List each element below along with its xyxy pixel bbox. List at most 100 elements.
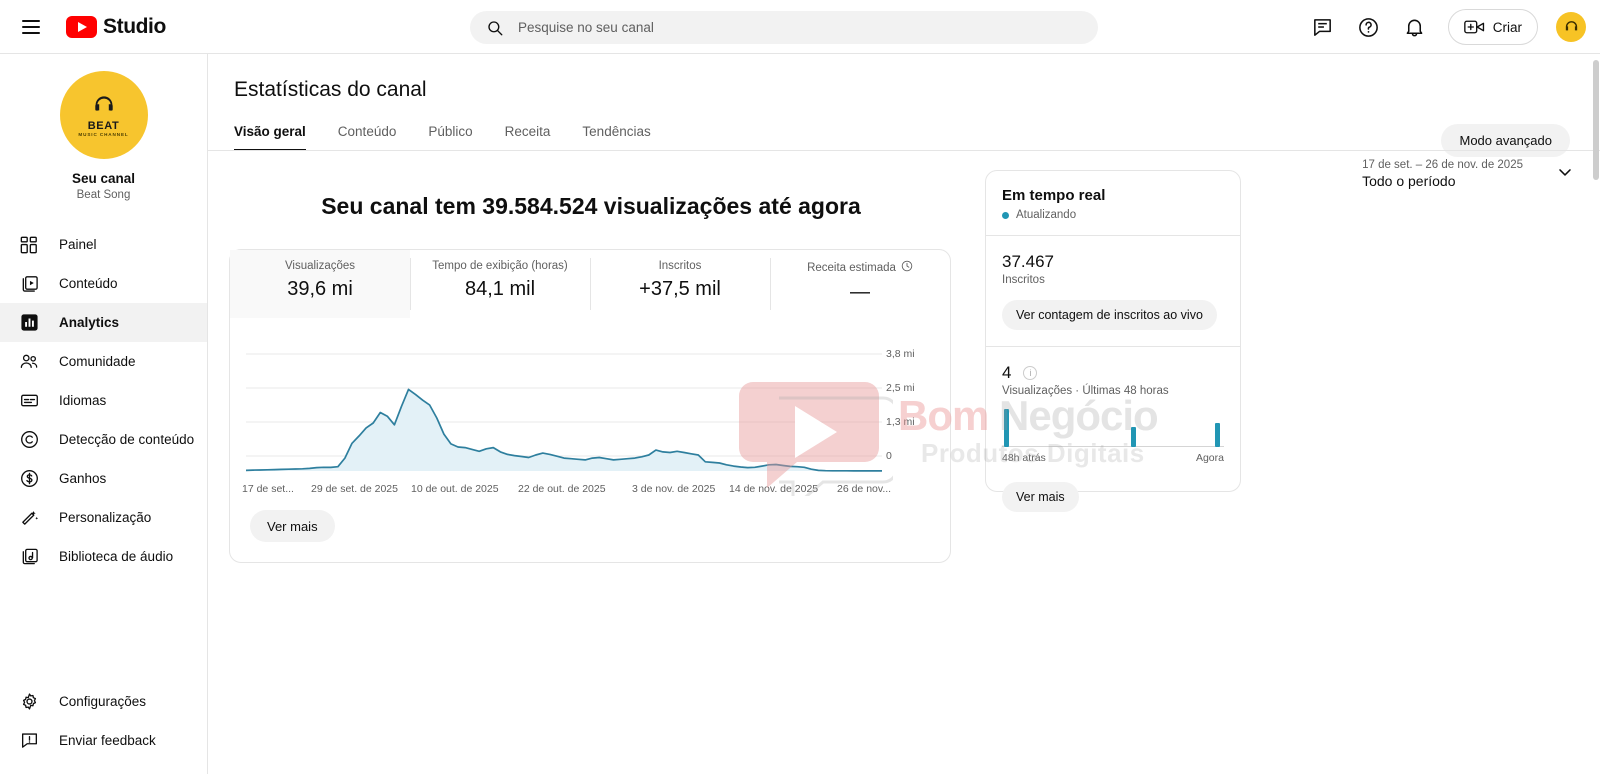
youtube-play-icon [66, 15, 97, 38]
divider [986, 346, 1240, 347]
sidebar-item-label: Conteúdo [59, 276, 118, 291]
date-range-selector[interactable]: 17 de set. – 26 de nov. de 2025 Todo o p… [1362, 159, 1575, 189]
feedback-exclaim-icon [18, 730, 40, 752]
live-subscriber-count-button[interactable]: Ver contagem de inscritos ao vivo [1002, 300, 1217, 330]
search-icon [488, 20, 503, 35]
metric-value: — [850, 281, 870, 303]
main-content: Estatísticas do canal Modo avançado 17 d… [208, 54, 1600, 774]
sidebar-item-enviar-feedback[interactable]: Enviar feedback [0, 721, 207, 760]
x-tick-label: 22 de out. de 2025 [518, 483, 606, 495]
hamburger-menu-icon[interactable] [11, 7, 51, 47]
sidebar-item-personalizacao[interactable]: Personalização [0, 498, 207, 537]
metric-label: Inscritos [658, 260, 702, 272]
x-tick-label: 17 de set... [242, 483, 294, 495]
y-tick-label: 2,5 mi [886, 382, 915, 394]
channel-summary: BEAT MUSIC CHANNEL Seu canal Beat Song [0, 54, 207, 209]
advanced-mode-button[interactable]: Modo avançado [1441, 124, 1570, 157]
see-more-button[interactable]: Ver mais [250, 510, 335, 542]
headphones-icon [94, 95, 113, 111]
divider [986, 235, 1240, 236]
sidebar-item-idiomas[interactable]: Idiomas [0, 381, 207, 420]
realtime-see-more-button[interactable]: Ver mais [1002, 482, 1079, 512]
scrollbar-thumb[interactable] [1593, 60, 1599, 180]
page-scrollbar[interactable] [1592, 54, 1600, 774]
x-tick-label: 26 de nov... [837, 483, 892, 495]
analytics-bars-icon [18, 312, 40, 334]
sidebar-item-label: Configurações [59, 694, 147, 709]
magic-wand-icon [18, 507, 40, 529]
headphones-icon [1565, 20, 1577, 30]
metric-receita-estimada[interactable]: Receita estimada — [770, 250, 950, 318]
sidebar-item-configuracoes[interactable]: Configurações [0, 682, 207, 721]
metric-tempo-de-exibicao[interactable]: Tempo de exibição (horas) 84,1 mil [410, 250, 590, 318]
languages-caption-icon [18, 390, 40, 412]
search-input[interactable] [518, 20, 1082, 35]
sidebar-item-analytics[interactable]: Analytics [0, 303, 207, 342]
y-tick-label: 0 [886, 450, 892, 462]
tab-tendencias[interactable]: Tendências [582, 124, 651, 139]
sidebar-item-label: Personalização [59, 510, 152, 525]
y-tick-label: 3,8 mi [886, 348, 915, 360]
analytics-tabs: Visão geral Conteúdo Público Receita Ten… [208, 124, 1600, 151]
top-bar: Studio [0, 0, 1600, 54]
gear-icon [18, 691, 40, 713]
sidebar-item-label: Biblioteca de áudio [59, 549, 174, 564]
info-circle-icon: i [1023, 366, 1038, 380]
realtime-subscribers-label: Inscritos [1002, 274, 1045, 286]
chart-axis-line [1002, 446, 1224, 447]
dashboard-icon [18, 234, 40, 256]
metric-value: 39,6 mi [287, 278, 353, 300]
channel-name: Seu canal [71, 171, 136, 186]
sidebar-item-label: Analytics [59, 315, 120, 330]
metric-inscritos[interactable]: Inscritos +37,5 mil [590, 250, 770, 318]
studio-logo[interactable]: Studio [66, 15, 166, 39]
dollar-circle-icon [18, 468, 40, 490]
sidebar-item-comunidade[interactable]: Comunidade [0, 342, 207, 381]
realtime-axis-labels: 48h atrás Agora [1002, 452, 1224, 464]
sidebar-item-biblioteca-de-audio[interactable]: Biblioteca de áudio [0, 537, 207, 576]
x-tick-label: 29 de set. de 2025 [311, 483, 398, 495]
x-tick-label: 14 de nov. de 2025 [729, 483, 819, 495]
realtime-status: Atualizando [1002, 209, 1224, 221]
headline: Seu canal tem 39.584.524 visualizações a… [321, 193, 861, 219]
sidebar-item-label: Idiomas [59, 393, 107, 408]
sidebar-item-ganhos[interactable]: Ganhos [0, 459, 207, 498]
sidebar-bottom-nav: Configurações Enviar feedback [0, 682, 207, 760]
create-button-label: Criar [1492, 19, 1522, 35]
sidebar-item-conteudo[interactable]: Conteúdo [0, 264, 207, 303]
chevron-down-icon [1555, 162, 1575, 187]
views-chart[interactable]: 3,8 mi 2,5 mi 1,3 mi 0 17 de set... 29 d… [230, 340, 950, 520]
sidebar-item-deteccao-de-conteudo[interactable]: Detecção de conteúdo [0, 420, 207, 459]
comment-icon[interactable] [1304, 8, 1342, 46]
sidebar-item-label: Comunidade [59, 354, 136, 369]
channel-avatar-subtitle: MUSIC CHANNEL [78, 131, 129, 137]
channel-avatar[interactable]: BEAT MUSIC CHANNEL [59, 71, 148, 159]
tab-visao-geral[interactable]: Visão geral [234, 124, 322, 151]
tab-conteudo[interactable]: Conteúdo [337, 124, 397, 139]
top-bar-actions: Criar [1304, 0, 1586, 54]
copyright-icon [18, 429, 40, 451]
tab-receita[interactable]: Receita [504, 124, 551, 139]
y-tick-label: 1,3 mi [886, 416, 915, 428]
realtime-status-text: Atualizando [1016, 209, 1077, 221]
metrics-row: Visualizações 39,6 mi Tempo de exibição … [230, 250, 950, 318]
channel-avatar-title: BEAT [87, 119, 120, 132]
help-circle-icon[interactable] [1350, 8, 1388, 46]
avatar[interactable] [1556, 12, 1586, 42]
sidebar-item-label: Ganhos [59, 471, 107, 486]
clock-icon [901, 260, 913, 275]
chart-plot [246, 353, 882, 472]
bell-icon[interactable] [1396, 8, 1434, 46]
chart-x-axis: 17 de set... 29 de set. de 2025 10 de ou… [242, 483, 902, 499]
status-dot-icon [1002, 211, 1009, 219]
search-bar[interactable] [470, 11, 1098, 44]
realtime-bar-chart[interactable] [1002, 409, 1224, 447]
sidebar-item-label: Painel [59, 237, 97, 252]
sidebar-item-label: Detecção de conteúdo [59, 432, 195, 447]
create-button[interactable]: Criar [1447, 9, 1538, 45]
sidebar-item-painel[interactable]: Painel [0, 225, 207, 264]
sidebar-nav: Painel Conteúdo Analytics [0, 225, 207, 576]
realtime-bar [1130, 427, 1136, 447]
tab-publico[interactable]: Público [428, 124, 473, 139]
metric-visualizacoes[interactable]: Visualizações 39,6 mi [230, 250, 410, 318]
